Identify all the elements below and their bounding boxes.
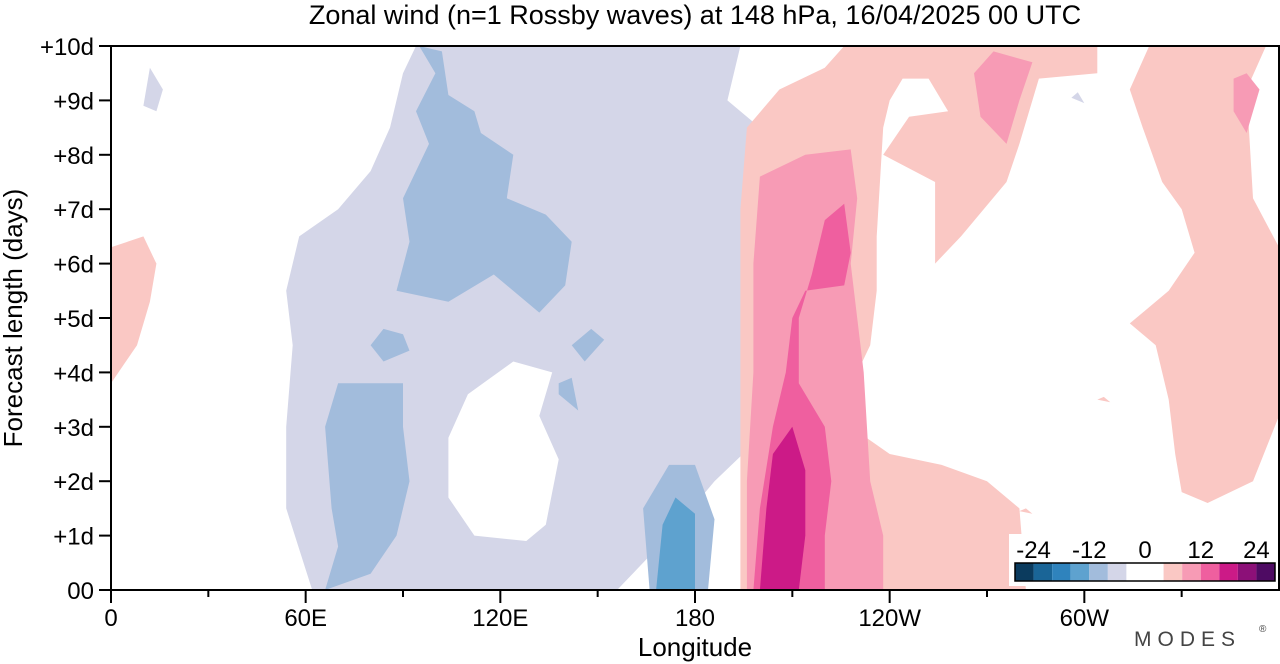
y-tick-label: +5d [53,306,94,333]
contour-region-12 [656,497,695,590]
contour-region-22 [759,426,806,590]
modes-logo: MODES [1134,628,1241,651]
contour-region-8 [370,328,410,362]
y-tick-label: +2d [53,469,94,496]
colorbar-bin [1126,563,1145,581]
y-tick-label: +8d [53,143,94,170]
x-axis: 0 60E 120E 180 120W 60W [104,590,1183,632]
contour-region-9 [571,328,605,362]
colorbar-bin [1256,563,1275,581]
colorbar-bin [1163,563,1183,581]
contour-region-2 [1071,92,1085,104]
contour-region-7 [325,383,410,590]
colorbar-bin [1145,563,1164,581]
x-axis-title: Longitude [638,632,752,662]
y-tick-label: +3d [53,415,94,442]
colorbar-bin [1237,563,1257,581]
y-tick-label: +1d [53,524,94,551]
x-tick-label: 120W [858,605,921,632]
colorbar-bin [1182,563,1201,581]
colorbar-bin [1033,563,1053,581]
x-tick-label: 120E [472,605,528,632]
contour-region-17 [1019,508,1033,514]
contour-region-20 [1233,73,1260,133]
colorbar-label: 12 [1187,537,1214,564]
colorbar-frame [1014,562,1276,582]
colorbar-bin [1015,563,1034,581]
y-tick-label: +6d [53,252,94,279]
contour-fill-layer [111,46,1279,591]
registered-mark: ® [1259,624,1267,635]
y-axis-title: Forecast length (days) [0,189,28,448]
y-tick-label: +10d [40,34,94,61]
colorbar-label: 0 [1138,537,1151,564]
colorbar-label: 24 [1243,537,1270,564]
colorbar-bin [1089,563,1108,581]
x-tick-label: 180 [675,605,715,632]
contour-region-19 [974,51,1033,144]
colorbar-bin [1200,563,1220,581]
y-axis: 00 +1d +2d +3d +4d +5d +6d +7d +8d +9d +10d [40,34,111,605]
colorbar-bin [1219,563,1238,581]
contour-region-10 [558,377,579,411]
colorbar-label: -12 [1072,537,1107,564]
x-tick-label: 0 [104,605,117,632]
y-tick-label: +7d [53,197,94,224]
contour-region-1 [143,67,163,112]
contour-region-6 [396,46,572,313]
colorbar-bin [1070,563,1090,581]
contour-region-13 [111,236,157,384]
colorbar-bin [1107,563,1127,581]
y-tick-label: 00 [67,578,94,605]
colorbar-bin [1052,563,1071,581]
contour-region-16 [1097,396,1111,403]
contour-region-3 [448,361,559,541]
x-tick-label: 60W [1060,605,1110,632]
colorbar-label: -24 [1016,537,1051,564]
x-tick-label: 60E [284,605,327,632]
y-tick-label: +4d [53,360,94,387]
contour-region-15 [1129,46,1279,503]
chart-title: Zonal wind (n=1 Rossby waves) at 148 hPa… [309,0,1081,30]
y-tick-label: +9d [53,88,94,115]
colorbar: -24 -12 0 12 24 [1009,534,1279,586]
